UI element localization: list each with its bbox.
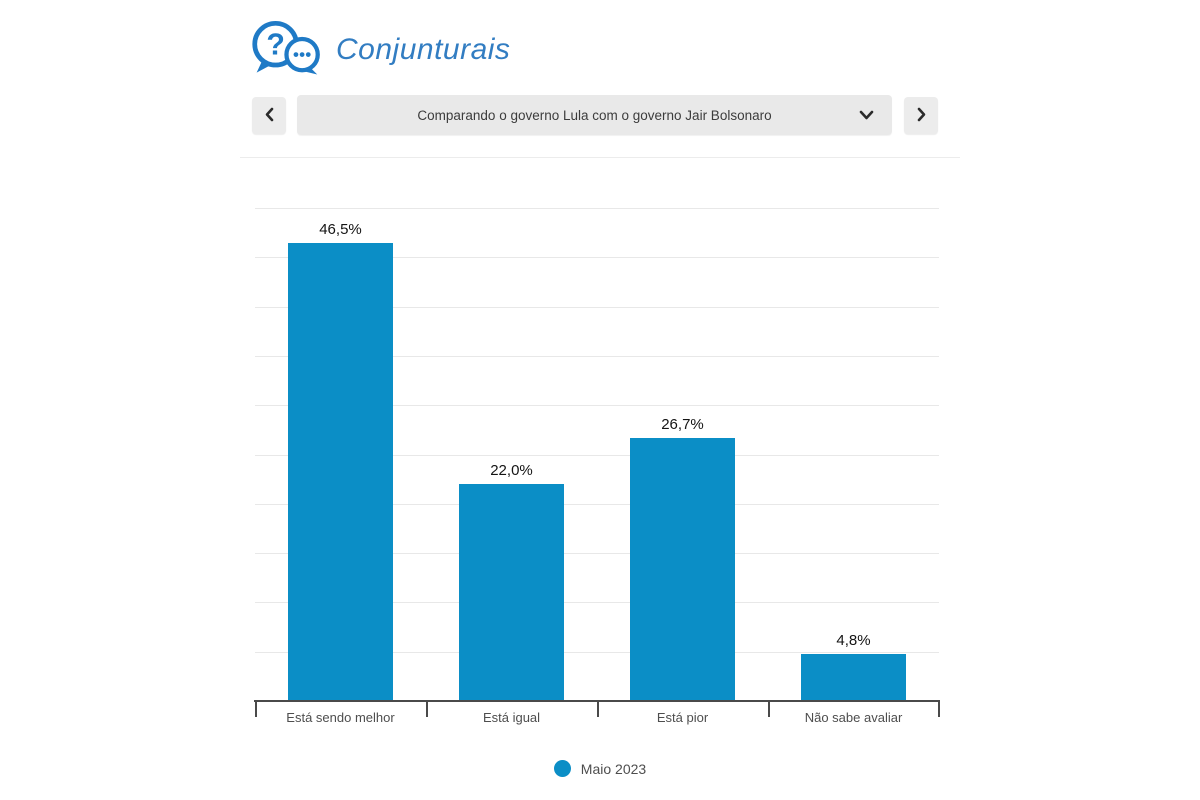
legend: Maio 2023: [240, 760, 960, 777]
legend-marker: [553, 760, 571, 777]
bar-2[interactable]: [459, 484, 564, 701]
chevron-down-icon: [859, 107, 874, 125]
gridline: [255, 257, 939, 259]
gridline: [255, 454, 939, 456]
bar-value-label: 26,7%: [661, 415, 704, 433]
gridline: [255, 553, 939, 555]
axis-tick: [426, 700, 428, 717]
category-label: Está igual: [482, 710, 541, 725]
svg-text:?: ?: [266, 29, 285, 62]
axis-tick: [255, 700, 257, 717]
axis-tick: [938, 700, 940, 717]
gridline: [255, 651, 939, 653]
question-select-value: Comparando o governo Lula com o governo …: [417, 107, 772, 123]
bar-3[interactable]: [630, 437, 735, 701]
gridline: [255, 405, 939, 407]
bar-value-label: 4,8%: [836, 631, 871, 649]
question-select[interactable]: Comparando o governo Lula com o governo …: [297, 95, 892, 135]
brand-header: ? Conjunturais: [250, 18, 510, 81]
gridline: [255, 503, 939, 505]
gridline: [255, 208, 939, 209]
axis-tick: [768, 700, 770, 717]
brand-name: Conjunturais: [336, 32, 511, 66]
chevron-right-icon: [916, 107, 927, 125]
prev-question-button[interactable]: [252, 97, 286, 134]
bar-value-label: 22,0%: [490, 462, 533, 480]
chevron-left-icon: [264, 107, 275, 125]
bar-chart-plot-area: 46,5% 22,0% 26,7% 4,8%: [255, 203, 939, 701]
bar-1[interactable]: [288, 242, 393, 701]
bar-value-label: 46,5%: [319, 220, 362, 238]
gridline: [255, 306, 939, 308]
category-label: Não sabe avaliar: [804, 710, 903, 725]
speech-bubbles-question-icon: ?: [250, 18, 322, 81]
category-label: Está pior: [656, 710, 709, 725]
axis-tick: [597, 700, 599, 717]
x-axis: Está sendo melhor Está igual Está pior Não …: [254, 700, 940, 725]
next-question-button[interactable]: [904, 97, 938, 134]
header-separator: [240, 157, 960, 158]
category-label: Está sendo melhor: [286, 710, 395, 725]
gridline: [255, 602, 939, 604]
gridline: [255, 355, 939, 357]
legend-label: Maio 2023: [580, 760, 647, 777]
bar-4[interactable]: [801, 653, 906, 701]
